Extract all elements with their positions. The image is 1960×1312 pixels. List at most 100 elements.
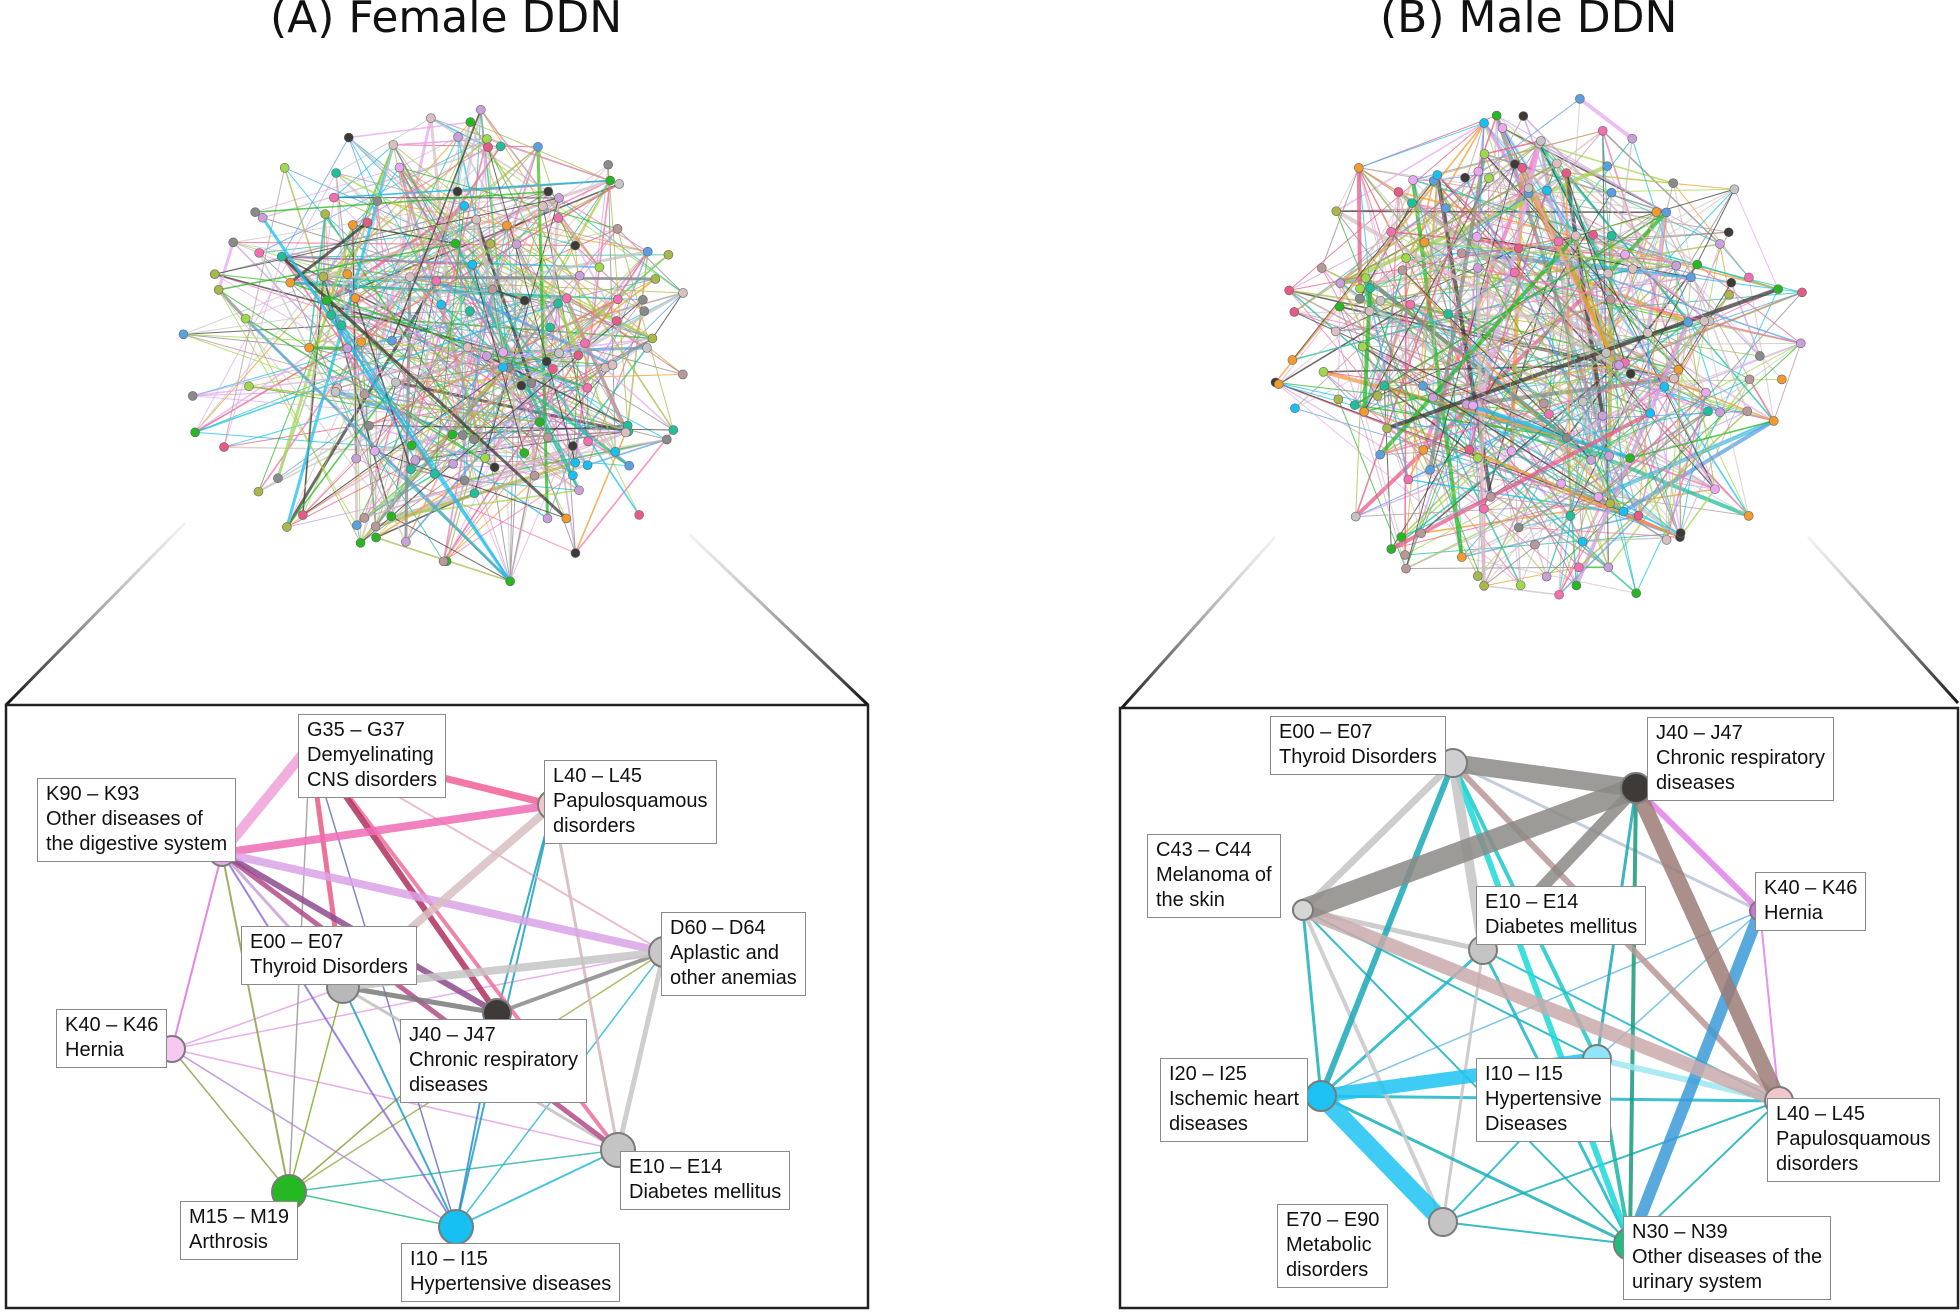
overview-node <box>279 163 290 173</box>
overview-node <box>1561 168 1572 178</box>
panel-b-label-e10: E10 – E14 Diabetes mellitus <box>1476 886 1647 945</box>
overview-node <box>1290 403 1300 414</box>
overview-edge <box>556 302 580 356</box>
edge-e00-j40 <box>340 984 500 1016</box>
overview-edge <box>277 222 368 479</box>
overview-node <box>1330 326 1341 337</box>
overview-node <box>1565 511 1576 521</box>
overview-node <box>1606 231 1617 241</box>
overview-edge <box>335 117 432 174</box>
overview-node <box>543 432 553 443</box>
overview-node <box>321 295 332 306</box>
overview-node <box>1554 589 1564 600</box>
overview-edge <box>1546 190 1577 237</box>
overview-node <box>548 364 558 374</box>
overview-edge <box>1335 331 1407 569</box>
overview-node <box>1699 316 1710 326</box>
overview-node <box>388 140 399 150</box>
overview-edge <box>1466 291 1803 405</box>
overview-edge <box>480 109 601 268</box>
overview-edge <box>1733 189 1779 290</box>
overview-edge <box>302 109 482 516</box>
overview-node <box>553 213 564 223</box>
overview-edge <box>1687 322 1716 490</box>
edge-k90-i10 <box>221 852 457 1228</box>
overview-node <box>663 249 674 260</box>
overview-node <box>570 548 581 558</box>
overview-node <box>285 277 296 288</box>
overview-edge <box>1528 188 1637 594</box>
overview-edge <box>1369 257 1407 289</box>
overview-edge <box>1461 514 1639 558</box>
overview-edge <box>1432 175 1439 398</box>
overview-edge <box>486 355 588 389</box>
overview-node <box>1350 511 1361 522</box>
overview-node <box>426 113 436 123</box>
overview-edge <box>1483 508 1583 543</box>
overview-node <box>1479 149 1490 159</box>
overview-node <box>406 440 417 451</box>
overview-edge <box>281 254 669 258</box>
overview-node <box>1614 360 1624 370</box>
overview-node <box>1755 351 1765 361</box>
overview-edge <box>245 318 362 544</box>
overview-edge <box>333 144 394 198</box>
overview-node <box>447 429 458 440</box>
overview-node <box>1400 550 1410 560</box>
overview-edge <box>1321 267 1385 387</box>
overview-node <box>1432 170 1443 180</box>
overview-node <box>1642 328 1653 338</box>
overview-node <box>647 333 658 344</box>
overview-node <box>1795 338 1806 349</box>
overview-node <box>498 347 508 358</box>
overview-node <box>543 186 554 197</box>
overview-node <box>471 214 482 225</box>
overview-edge <box>454 242 581 491</box>
overview-node <box>465 306 475 316</box>
overview-edge <box>1362 346 1422 534</box>
edge-e00-j40 <box>1444 754 1645 797</box>
panel-b-label-c43: C43 – C44 Melanoma of the skin <box>1147 834 1281 918</box>
overview-node <box>1686 272 1696 283</box>
overview-edge <box>375 201 378 527</box>
overview-edge <box>223 256 283 448</box>
overview-edge <box>1358 122 1485 169</box>
overview-node <box>1443 309 1453 319</box>
overview-node <box>1349 400 1360 410</box>
overview-node <box>1335 278 1346 288</box>
panel-b-label-j40: J40 – J47 Chronic respiratory diseases <box>1647 717 1834 801</box>
overview-edge <box>1496 115 1522 586</box>
overview-edge <box>395 373 683 383</box>
overview-node <box>1577 536 1588 547</box>
overview-edge <box>1558 515 1639 596</box>
overview-node <box>469 434 479 445</box>
overview-node <box>187 391 198 401</box>
overview-node <box>1464 444 1475 455</box>
overview-node <box>1316 263 1327 273</box>
overview-edge <box>565 297 617 453</box>
overview-edge <box>183 333 549 438</box>
overview-node <box>612 224 623 234</box>
overview-node <box>1673 364 1684 375</box>
overview-node <box>1440 203 1451 213</box>
overview-edge <box>1410 304 1631 459</box>
overview-node <box>1506 446 1517 456</box>
overview-node <box>495 141 506 152</box>
overview-edge <box>462 435 511 582</box>
overview-edge <box>1518 515 1571 528</box>
panel-b-label-k40: K40 – K46 Hernia <box>1755 872 1867 931</box>
overview-edge <box>217 241 235 291</box>
overview-edge <box>194 276 324 433</box>
overview-node <box>1633 510 1644 521</box>
overview-edge <box>322 167 400 277</box>
overview-node <box>1416 528 1426 538</box>
overview-node <box>459 475 470 486</box>
overview-node <box>1334 301 1345 312</box>
overview-edge <box>1323 371 1424 387</box>
overview-node <box>489 462 500 473</box>
overview-edge <box>1677 369 1682 534</box>
overview-node <box>372 196 382 206</box>
overview-edge <box>1398 191 1682 534</box>
overview-edge <box>1412 179 1449 315</box>
